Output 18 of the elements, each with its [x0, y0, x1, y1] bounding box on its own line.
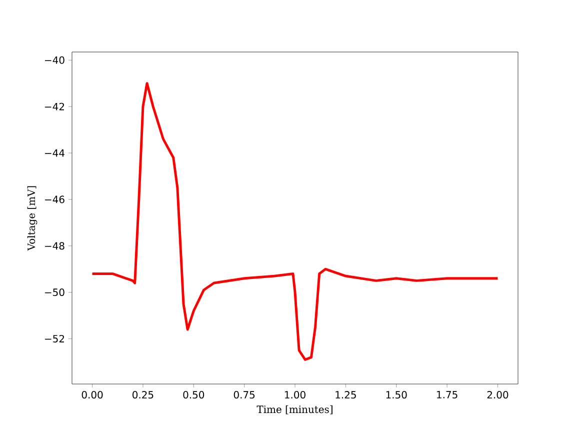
y-tick-label: −44: [45, 149, 64, 157]
x-tick-label: 0.25: [132, 390, 154, 399]
y-tick-label: −40: [45, 56, 64, 64]
y-tick-label: −48: [45, 242, 64, 250]
x-tick-label: 1.25: [336, 390, 356, 399]
x-tick-label: 0.50: [183, 390, 204, 399]
x-tick-label: 2.00: [487, 390, 508, 399]
y-tick-label: −46: [45, 196, 64, 204]
x-tick-label: 0.00: [82, 390, 103, 399]
x-tick-label: 1.00: [285, 390, 306, 399]
x-axis-title: Time [minutes]: [256, 405, 332, 414]
y-tick-label: −52: [45, 334, 64, 342]
y-axis-title: Voltage [mV]: [27, 186, 38, 251]
x-tick-label: 1.75: [437, 391, 458, 398]
y-tick-label: −50: [45, 288, 64, 296]
x-tick-label: 0.75: [234, 390, 255, 399]
x-tick-label: 1.50: [386, 390, 407, 399]
y-tick-label: −42: [45, 102, 64, 110]
